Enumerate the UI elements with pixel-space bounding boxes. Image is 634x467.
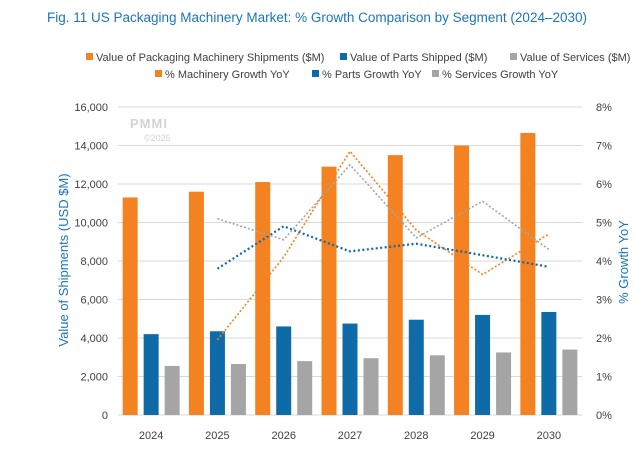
y-left-tick-label: 16,000 xyxy=(74,102,108,114)
legend-label: Value of Parts Shipped ($M) xyxy=(350,52,487,64)
legend-parts-shipped: Value of Parts Shipped ($M) xyxy=(340,52,487,64)
bars xyxy=(122,132,578,416)
legend-swatch xyxy=(340,53,347,60)
y-right-tick-label: 3% xyxy=(596,295,612,307)
y-axis-right-title: % Growth YoY xyxy=(616,220,631,304)
y-right-tick-label: 2% xyxy=(596,333,612,345)
x-tick-label: 2027 xyxy=(338,430,362,442)
y-right-tick-label: 0% xyxy=(596,410,612,422)
x-tick-label: 2030 xyxy=(537,430,561,442)
legend-services: Value of Services ($M) xyxy=(510,52,630,64)
legend-label: Value of Services ($M) xyxy=(520,52,630,64)
y-left-tick-label: 12,000 xyxy=(74,179,108,191)
legend-services-growth: % Services Growth YoY xyxy=(432,69,559,81)
y-axis-left: 0 2,000 4,000 6,000 8,000 10,000 12,000 14,000 1… xyxy=(74,102,108,422)
services-bar xyxy=(297,361,313,415)
machinery-bar xyxy=(520,132,536,416)
legend-swatch xyxy=(510,53,517,60)
legend-parts-growth: % Parts Growth YoY xyxy=(312,69,422,81)
machinery-bar xyxy=(454,145,470,415)
x-axis: 2024 2025 2026 2027 2028 2029 2030 xyxy=(139,430,561,442)
parts-bar xyxy=(408,319,424,415)
y-right-tick-label: 1% xyxy=(596,372,612,384)
parts-bar xyxy=(276,326,292,415)
legend-label: Value of Packaging Machinery Shipments (… xyxy=(96,52,324,64)
services-bar xyxy=(429,355,445,415)
growth-lines xyxy=(216,149,550,341)
machinery-growth-line xyxy=(216,149,550,341)
parts-bar xyxy=(475,314,491,415)
services-bar xyxy=(164,365,180,415)
y-axis-left-title: Value of Shipments (USD $M) xyxy=(56,173,71,346)
legend-swatch xyxy=(155,70,162,77)
legend-swatch xyxy=(312,70,319,77)
y-left-tick-label: 4,000 xyxy=(80,333,108,345)
y-left-tick-label: 14,000 xyxy=(74,141,108,153)
x-tick-label: 2025 xyxy=(205,430,229,442)
watermark-copyright: ©2025 xyxy=(144,133,171,143)
x-tick-label: 2026 xyxy=(271,430,295,442)
parts-bar xyxy=(541,312,557,415)
y-right-tick-label: 4% xyxy=(596,256,612,268)
services-bar xyxy=(363,358,379,415)
y-left-tick-label: 8,000 xyxy=(80,256,108,268)
watermark-logo: PMMI xyxy=(130,116,168,131)
machinery-bar xyxy=(255,182,271,415)
y-right-tick-label: 8% xyxy=(596,102,612,114)
legend: Value of Packaging Machinery Shipments (… xyxy=(86,52,630,81)
x-tick-label: 2029 xyxy=(470,430,494,442)
y-right-tick-label: 5% xyxy=(596,218,612,230)
legend-machinery-shipments: Value of Packaging Machinery Shipments (… xyxy=(86,52,324,64)
y-right-tick-label: 6% xyxy=(596,179,612,191)
y-left-tick-label: 2,000 xyxy=(80,372,108,384)
y-left-tick-label: 6,000 xyxy=(80,295,108,307)
y-axis-right: 0% 1% 2% 3% 4% 5% 6% 7% 8% xyxy=(596,102,612,422)
machinery-bar xyxy=(188,191,204,415)
y-left-tick-label: 10,000 xyxy=(74,218,108,230)
y-left-tick-label: 0 xyxy=(102,410,108,422)
parts-bar xyxy=(342,323,358,415)
y-right-tick-label: 7% xyxy=(596,141,612,153)
legend-swatch xyxy=(86,53,93,60)
x-tick-label: 2028 xyxy=(404,430,428,442)
legend-swatch xyxy=(432,70,439,77)
machinery-bar xyxy=(321,166,337,415)
legend-label: % Machinery Growth YoY xyxy=(165,69,290,81)
services-bar xyxy=(230,363,246,415)
legend-machinery-growth: % Machinery Growth YoY xyxy=(155,69,290,81)
parts-bar xyxy=(209,331,225,415)
services-bar xyxy=(496,352,512,415)
services-growth-line xyxy=(217,163,550,251)
machinery-bar xyxy=(122,197,138,415)
legend-label: % Services Growth YoY xyxy=(442,69,559,81)
chart-title: Fig. 11 US Packaging Machinery Market: %… xyxy=(47,10,587,25)
x-tick-label: 2024 xyxy=(139,430,163,442)
machinery-bar xyxy=(387,155,403,415)
pmmi-watermark: PMMI ©2025 xyxy=(130,116,171,143)
legend-label: % Parts Growth YoY xyxy=(322,69,422,81)
services-bar xyxy=(562,349,578,415)
parts-bar xyxy=(143,334,159,415)
